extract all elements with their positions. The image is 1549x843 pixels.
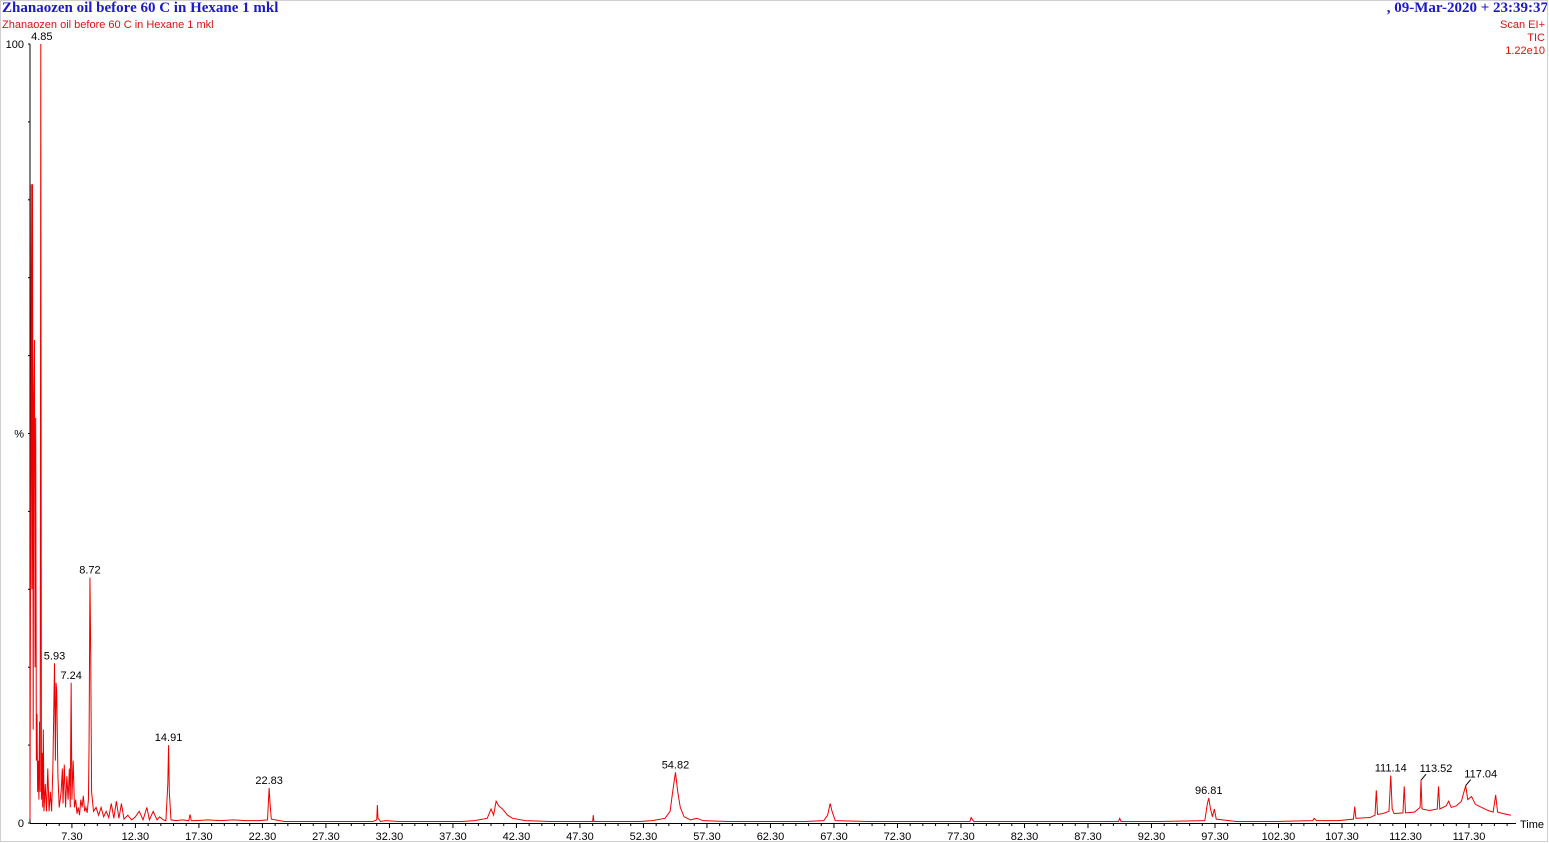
x-tick-label: 57.30 <box>693 831 721 843</box>
peak-label: 14.91 <box>155 732 183 744</box>
y-tick-label-1: % <box>14 429 24 441</box>
x-tick-label: 67.30 <box>820 831 848 843</box>
acquisition-date-time: , 09-Mar-2020 + 23:39:37 <box>1386 0 1548 16</box>
x-tick-label: 17.30 <box>185 831 213 843</box>
y-tick-label-2: 100 <box>6 39 24 51</box>
x-tick-label: 12.30 <box>122 831 150 843</box>
y-tick-label-0: 0 <box>18 818 24 830</box>
x-tick-label: 97.30 <box>1201 831 1229 843</box>
peak-label: 8.72 <box>79 565 100 577</box>
peak-label: 117.04 <box>1464 769 1497 781</box>
peak-label: 22.83 <box>255 775 283 787</box>
peak-leader-line <box>1420 773 1427 781</box>
trace-type-label: TIC <box>1527 32 1545 44</box>
x-tick-label: 117.30 <box>1453 831 1486 843</box>
x-tick-label: 102.30 <box>1262 831 1296 843</box>
x-axis-title: Time <box>1520 819 1544 831</box>
x-tick-label: 52.30 <box>630 831 658 843</box>
peak-label: 113.52 <box>1420 763 1453 775</box>
x-tick-label: 27.30 <box>312 831 340 843</box>
tic-trace-line <box>29 43 1512 822</box>
x-tick-label: 37.30 <box>439 831 467 843</box>
chart-trace <box>29 43 1512 822</box>
chart-labels: 4.85 5.93 7.24 8.72 14.91 22.83 54.82 96.81 111.… <box>31 31 1497 797</box>
x-tick-label: 107.30 <box>1325 831 1359 843</box>
peak-label: 4.85 <box>31 31 52 43</box>
peak-label: 5.93 <box>44 650 65 662</box>
scan-info: Scan EI+ TIC 1.22e10 <box>1500 19 1545 58</box>
x-tick-label: 87.30 <box>1074 831 1102 843</box>
x-tick-label: 7.30 <box>61 831 82 843</box>
x-tick-label: 22.30 <box>249 831 277 843</box>
chart-ticks: 0% 100 7.30 12.30 17.30 22.30 27.30 32.30 37.30 4… <box>6 39 1544 843</box>
x-tick-label: 47.30 <box>566 831 594 843</box>
x-tick-label: 42.30 <box>503 831 531 843</box>
peak-label: 111.14 <box>1375 762 1407 774</box>
x-tick-label: 32.30 <box>376 831 404 843</box>
x-tick-label: 72.30 <box>884 831 912 843</box>
chart-title: Zhanaozen oil before 60 C in Hexane 1 mk… <box>2 0 279 16</box>
peak-label: 54.82 <box>662 759 690 771</box>
scan-mode-label: Scan EI+ <box>1500 19 1545 31</box>
trace-subtitle: Zhanaozen oil before 60 C in Hexane 1 mk… <box>2 19 214 31</box>
peak-leader-line <box>1465 779 1472 786</box>
x-tick-label: 82.30 <box>1011 831 1039 843</box>
peak-label: 96.81 <box>1195 785 1223 797</box>
x-tick-label: 77.30 <box>947 831 975 843</box>
x-tick-label: 62.30 <box>757 831 785 843</box>
peak-label: 7.24 <box>60 670 81 682</box>
x-tick-label: 92.30 <box>1138 831 1166 843</box>
intensity-label: 1.22e10 <box>1505 45 1545 57</box>
x-tick-label: 112.30 <box>1389 831 1422 843</box>
